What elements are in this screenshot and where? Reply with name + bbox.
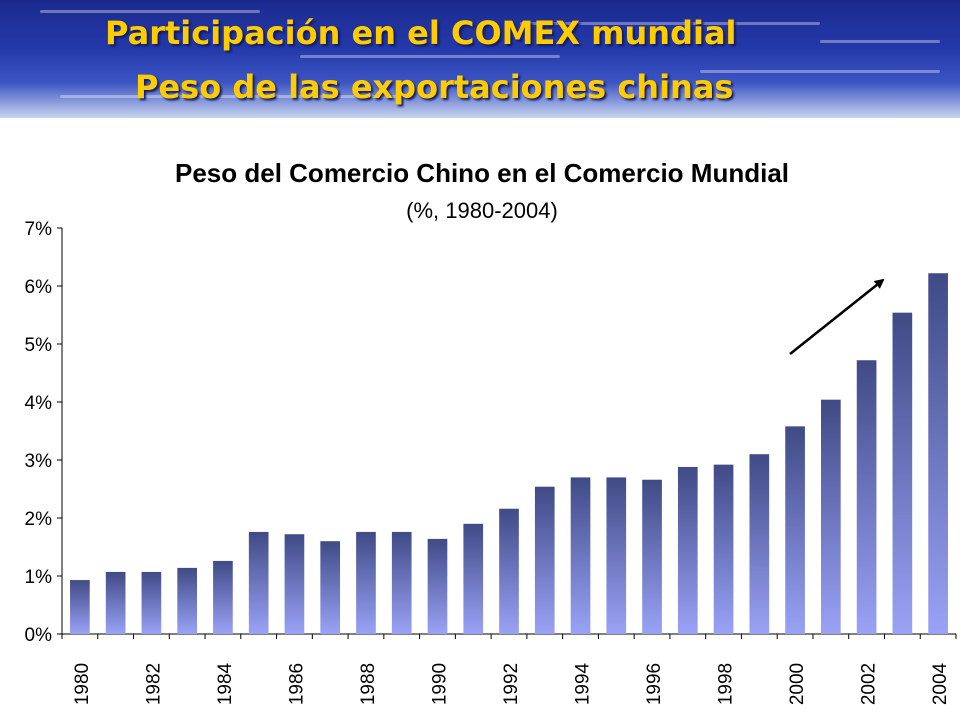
x-tick-label: 1988 (358, 663, 379, 705)
x-tick-label: 1996 (644, 663, 665, 705)
slide-subtitle: Peso de las exportaciones chinas (135, 68, 734, 106)
chart-title: Peso del Comercio Chino en el Comercio M… (175, 158, 789, 188)
x-tick-label: 2002 (859, 663, 880, 705)
y-tick-label: 4% (25, 393, 53, 414)
bar-1987 (320, 541, 341, 634)
bar-2004 (928, 273, 948, 634)
bar-2002 (856, 360, 877, 634)
x-tick-label: 1998 (716, 663, 737, 705)
y-tick-label: 3% (25, 451, 53, 472)
bar-chart: Peso del Comercio Chino en el Comercio M… (25, 158, 957, 705)
x-tick-label: 1990 (429, 663, 450, 705)
x-tick-label: 2004 (930, 662, 951, 705)
x-tick-label: 1992 (501, 663, 522, 705)
x-tick-label: 1986 (286, 663, 307, 705)
y-tick-label: 1% (25, 567, 53, 588)
x-tick-label: 1994 (573, 662, 594, 705)
bar-1984 (213, 560, 233, 634)
y-tick-label: 0% (25, 625, 53, 646)
y-tick-label: 5% (25, 335, 53, 356)
bar-1999 (749, 454, 770, 634)
x-tick-label: 1984 (215, 662, 236, 705)
header-band (0, 0, 960, 118)
bar-1989 (391, 531, 412, 634)
bar-1982 (141, 571, 162, 634)
bar-1985 (248, 531, 269, 634)
bar-1992 (499, 508, 519, 634)
x-tick-label: 1980 (72, 663, 93, 705)
bar-1980 (70, 580, 90, 634)
chart-subtitle: (%, 1980-2004) (406, 198, 558, 223)
bar-2001 (821, 399, 841, 634)
x-tick-label: 1982 (143, 663, 164, 705)
bar-2000 (785, 426, 805, 634)
bar-1998 (713, 464, 734, 634)
x-tick-label: 2000 (787, 663, 808, 705)
bar-1995 (606, 477, 627, 634)
bar-1991 (463, 523, 484, 634)
bar-1997 (677, 466, 698, 634)
y-tick-label: 7% (25, 219, 53, 240)
bar-1990 (427, 538, 448, 634)
bar-1988 (356, 531, 376, 634)
bar-1986 (284, 534, 305, 634)
bar-1993 (534, 486, 555, 634)
bar-1996 (642, 479, 662, 634)
y-tick-label: 2% (25, 509, 53, 530)
y-tick-label: 6% (25, 277, 53, 298)
bar-1994 (570, 477, 591, 634)
slide-title: Participación en el COMEX mundial (105, 14, 737, 52)
bar-1983 (177, 567, 197, 634)
bar-2003 (892, 312, 913, 634)
bar-1981 (105, 571, 126, 634)
trend-arrow (789, 278, 885, 355)
